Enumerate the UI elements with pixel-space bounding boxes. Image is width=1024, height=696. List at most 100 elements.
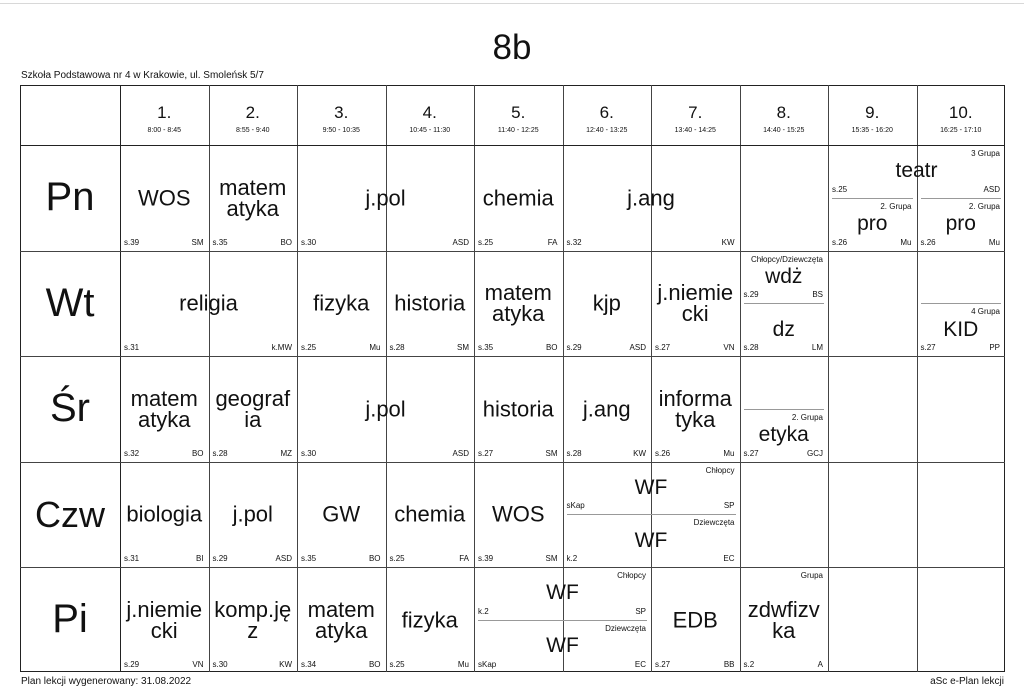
- lesson-subject: matematyka: [219, 174, 287, 221]
- lesson-room: s.39: [124, 237, 140, 247]
- lesson-room: s.27: [655, 659, 671, 669]
- lesson-room: s.35: [212, 237, 228, 247]
- lesson-subject: dz: [772, 317, 795, 341]
- lesson-cell[interactable]: informatyka s.26 Mu: [652, 357, 739, 461]
- lesson-cell[interactable]: pro s.26 Mu 2. Grupa: [829, 199, 916, 250]
- lesson-subject: j.pol: [365, 185, 406, 211]
- period-time: 15:35 - 16:20: [851, 127, 893, 134]
- lesson-cell[interactable]: matematyka s.32 BO: [121, 357, 208, 461]
- lesson-subject: biologia: [126, 501, 203, 527]
- lesson-cell[interactable]: biologia s.31 BI: [121, 463, 208, 567]
- lesson-room: s.28: [389, 343, 405, 352]
- lesson-teacher: SM: [457, 343, 469, 352]
- grid-line: [20, 145, 1005, 146]
- lesson-cell[interactable]: WOS s.39 SM: [475, 463, 562, 567]
- lesson-cell[interactable]: kjp s.29 ASD: [564, 252, 651, 356]
- lesson-subject: matematyka: [484, 280, 552, 327]
- lesson-cell[interactable]: WF k.2 SP Chłopcy: [475, 568, 650, 619]
- lesson-teacher: BI: [195, 554, 204, 563]
- period-header: 9. 15:35 - 16:20: [828, 85, 917, 145]
- lesson-subject: WF: [546, 634, 579, 658]
- lesson-cell[interactable]: geografia s.28 MZ: [210, 357, 297, 461]
- lesson-cell[interactable]: matematyka s.35 BO: [210, 146, 297, 250]
- lesson-subject: matematyka: [130, 385, 198, 432]
- lesson-cell[interactable]: j.ang s.28 KW: [564, 357, 651, 461]
- lesson-cell[interactable]: zdwfizvka s.2 A Grupa: [741, 568, 828, 672]
- lesson-subject: j.niemiecki: [657, 280, 734, 327]
- day-label: Czw: [35, 493, 105, 535]
- school-name: Szkoła Podstawowa nr 4 w Krakowie, ul. S…: [21, 70, 264, 81]
- grid-line: [651, 85, 652, 672]
- lesson-cell[interactable]: teatr s.25 ASD 3 Grupa: [829, 146, 1004, 197]
- lesson-cell[interactable]: KID s.27 PP 4 Grupa: [918, 304, 1005, 355]
- lesson-teacher: SP: [723, 501, 735, 511]
- lesson-room: s.27: [920, 343, 936, 352]
- lesson-cell[interactable]: historia s.28 SM: [387, 252, 474, 356]
- lesson-cell[interactable]: dz s.28 LM: [741, 304, 828, 355]
- lesson-room: s.32: [566, 237, 582, 247]
- lesson-subject: chemia: [394, 501, 466, 527]
- lesson-cell[interactable]: wdż s.29 BS Chłopcy/Dziewczęta: [741, 252, 828, 303]
- lesson-cell[interactable]: fizyka s.25 Mu: [387, 568, 474, 672]
- lesson-teacher: FA: [459, 554, 469, 563]
- grid-line: [743, 409, 824, 410]
- grid-line: [740, 85, 741, 672]
- lesson-cell[interactable]: matematyka s.34 BO: [298, 568, 385, 672]
- lesson-cell[interactable]: fizyka s.25 Mu: [298, 252, 385, 356]
- lesson-subject: GW: [322, 501, 361, 527]
- lesson-group: 4 Grupa: [971, 307, 1000, 317]
- grid-line: [20, 462, 1005, 463]
- lesson-room: s.30: [301, 448, 317, 458]
- lesson-group: 2. Grupa: [968, 201, 1000, 211]
- lesson-cell[interactable]: etyka s.27 GCJ 2. Grupa: [741, 410, 828, 461]
- lesson-cell[interactable]: j.pol s.30 ASD: [298, 146, 473, 250]
- lesson-teacher: VN: [192, 659, 204, 669]
- lesson-cell[interactable]: komp.jęz s.30 KW: [210, 568, 297, 672]
- lesson-subject: teatr: [895, 159, 938, 183]
- lesson-subject: j.ang: [627, 185, 675, 211]
- lesson-cell[interactable]: j.niemiecki s.27 VN: [652, 252, 739, 356]
- period-time: 10:45 - 11:30: [409, 127, 451, 134]
- lesson-cell[interactable]: GW s.35 BO: [298, 463, 385, 567]
- lesson-teacher: Mu: [457, 659, 469, 669]
- lesson-teacher: EC: [634, 659, 646, 669]
- lesson-cell[interactable]: j.niemiecki s.29 VN: [121, 568, 208, 672]
- lesson-cell[interactable]: religia s.31 k.MW: [121, 252, 296, 356]
- grid-line: [20, 251, 1005, 252]
- lesson-room: s.34: [301, 659, 317, 669]
- lesson-room: s.25: [478, 237, 494, 247]
- lesson-cell[interactable]: matematyka s.35 BO: [475, 252, 562, 356]
- lesson-room: s.2: [743, 659, 755, 669]
- grid-line: [917, 85, 918, 672]
- lesson-room: s.31: [124, 343, 140, 352]
- grid-line: [20, 567, 1005, 568]
- lesson-cell[interactable]: j.ang s.32 KW: [564, 146, 739, 250]
- lesson-room: s.30: [212, 659, 228, 669]
- lesson-cell[interactable]: WF sKap SP Chłopcy: [564, 463, 739, 514]
- lesson-cell[interactable]: WOS s.39 SM: [121, 146, 208, 250]
- lesson-group: Chłopcy: [705, 465, 735, 475]
- period-time: 9:50 - 10:35: [322, 127, 360, 134]
- lesson-cell[interactable]: chemia s.25 FA: [387, 463, 474, 567]
- lesson-cell[interactable]: EDB s.27 BB: [652, 568, 739, 672]
- lesson-teacher: Mu: [723, 448, 735, 458]
- lesson-subject: wdż: [765, 264, 803, 288]
- lesson-cell[interactable]: pro s.26 Mu 2. Grupa: [918, 199, 1005, 250]
- period-time: 13:40 - 14:25: [674, 127, 716, 134]
- lesson-cell[interactable]: WF k.2 EC Dziewczęta: [564, 515, 739, 566]
- day-label: Śr: [50, 386, 90, 430]
- lesson-cell[interactable]: j.pol s.29 ASD: [210, 463, 297, 567]
- lesson-cell[interactable]: WF sKap EC Dziewczęta: [475, 621, 650, 672]
- lesson-cell[interactable]: historia s.27 SM: [475, 357, 562, 461]
- grid-line: [563, 85, 564, 672]
- lesson-subject: WF: [634, 528, 668, 552]
- lesson-cell[interactable]: j.pol s.30 ASD: [298, 357, 473, 461]
- lesson-teacher: Mu: [900, 237, 912, 247]
- lesson-cell[interactable]: chemia s.25 FA: [475, 146, 562, 250]
- lesson-subject: informatyka: [658, 385, 732, 432]
- lesson-teacher: SM: [545, 554, 558, 563]
- lesson-subject: EDB: [672, 607, 718, 633]
- lesson-room: s.28: [743, 343, 759, 352]
- lesson-teacher: MZ: [280, 448, 292, 458]
- lesson-teacher: BO: [191, 448, 204, 458]
